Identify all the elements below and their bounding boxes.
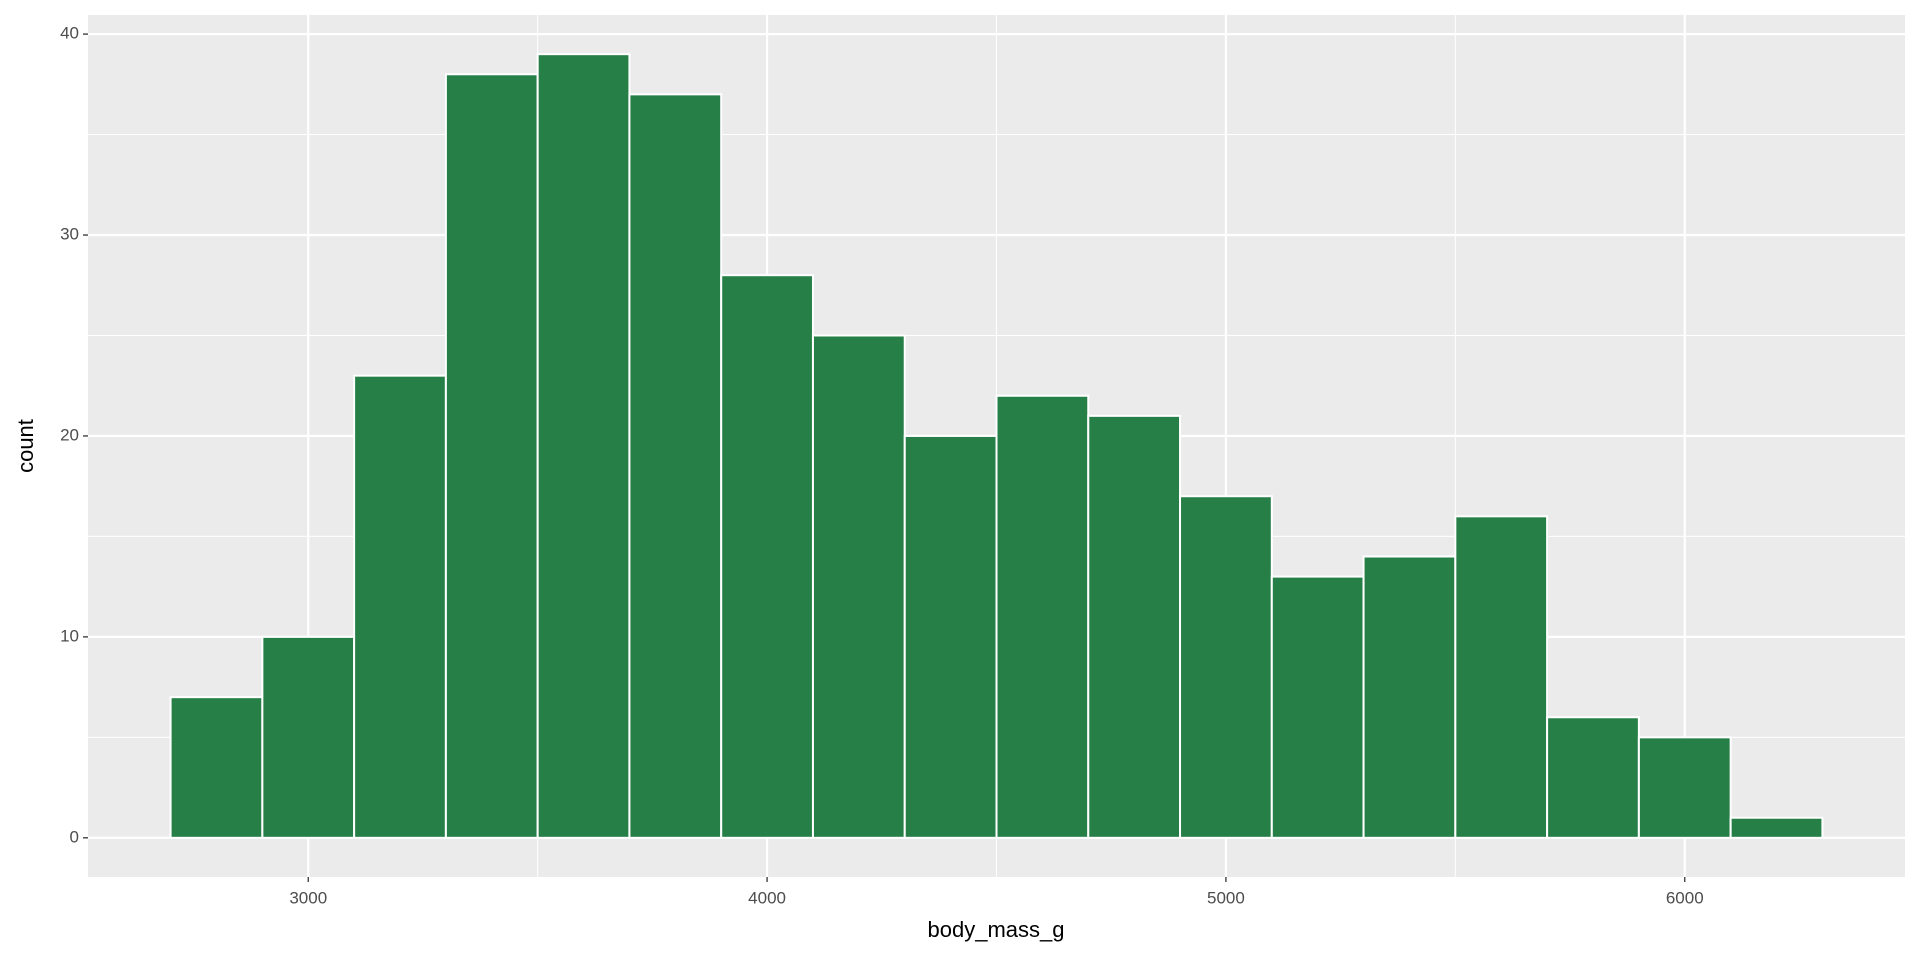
histogram-bar [1454,515,1549,839]
histogram-bar [1179,495,1273,839]
histogram-bar [1729,816,1824,839]
histogram-bar [811,334,906,839]
histogram-bar [536,53,631,839]
y-tick-label: 20 [60,425,79,444]
y-axis-title: count [13,419,38,473]
histogram-bar [1362,555,1457,839]
histogram-bar [1087,414,1182,839]
x-tick-label: 3000 [289,888,327,907]
histogram-bar [720,274,814,839]
x-tick-label: 4000 [748,888,786,907]
x-tick-label: 5000 [1207,888,1245,907]
histogram-bar [628,93,723,839]
x-axis-title: body_mass_g [928,917,1065,942]
histogram-bar [995,394,1090,839]
y-tick-label: 0 [70,827,79,846]
histogram-bar [903,434,998,839]
histogram-bar [1546,716,1640,839]
histogram-bar [1270,575,1365,839]
histogram-bar [169,696,264,839]
histogram-bar [261,635,356,839]
histogram-bar [444,73,539,839]
x-tick-label: 6000 [1666,888,1704,907]
histogram-bar [1637,736,1732,839]
y-tick-label: 40 [60,24,79,43]
histogram-bar [353,374,447,839]
y-tick-label: 10 [60,626,79,645]
y-tick-label: 30 [60,225,79,244]
